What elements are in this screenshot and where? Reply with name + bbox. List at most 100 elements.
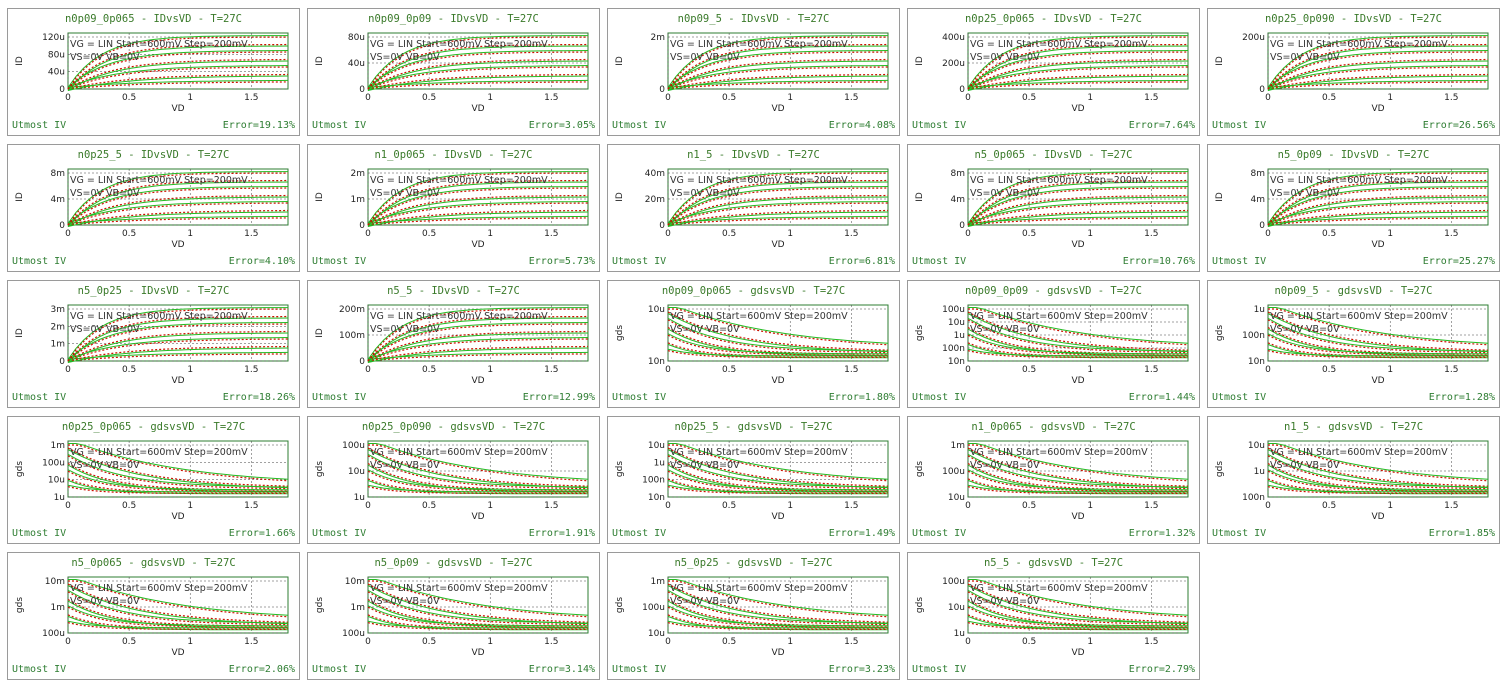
simulated-series: [1268, 444, 1489, 482]
x-tick-label: 1.5: [544, 93, 558, 103]
x-axis-label: VD: [1071, 104, 1084, 114]
error-label: Error=19.13%: [222, 120, 295, 131]
error-label: Error=25.27%: [1422, 256, 1495, 267]
x-tick-label: 1: [787, 93, 793, 103]
measured-series: [967, 201, 1189, 224]
chart-title: n0p25_0p090 - gdsvsVD - T=27C: [361, 421, 546, 433]
vg-annotation: VG = LIN Start=600mV Step=200mV: [670, 583, 848, 594]
simulated-series: [367, 486, 588, 495]
error-label: Error=2.79%: [1128, 664, 1195, 675]
simulated-series: [667, 73, 889, 90]
footer-label: Utmost IV: [612, 256, 667, 267]
footer-label: Utmost IV: [1212, 392, 1267, 403]
x-tick-label: 0: [65, 365, 71, 375]
vg-annotation: VG = LIN Start=600mV Step=200mV: [1270, 175, 1448, 186]
simulated-series: [968, 444, 1189, 482]
measured-series: [67, 181, 289, 227]
y-tick-label: 100u: [942, 467, 965, 477]
error-label: Error=1.80%: [828, 392, 895, 403]
chart-panel: n0p25_0p090 - gdsvsVD - T=27C Utmost IV Er…: [307, 416, 600, 544]
simulated-series: [1267, 202, 1489, 226]
measured-series: [367, 332, 589, 363]
y-tick-label: 100u: [42, 629, 65, 639]
x-tick-label: 0.5: [1022, 501, 1036, 511]
y-tick-label: 1m: [351, 603, 366, 613]
footer-label: Utmost IV: [912, 120, 967, 131]
measured-series: [1267, 196, 1489, 227]
vs-annotation: VS=0V VB=0V: [670, 324, 740, 335]
measured-series: [1267, 201, 1489, 224]
measured-series: [67, 79, 289, 88]
y-tick-label: 2m: [351, 169, 366, 179]
plot-area: 1u 10u 100u 1m 0 0.5 1 1.5 VD gds VG = LIN Start=6…: [15, 440, 289, 522]
simulated-series: [667, 334, 888, 356]
y-axis-label: gds: [315, 461, 325, 477]
x-tick-label: 1: [787, 637, 793, 647]
measured-series: [1267, 75, 1489, 91]
error-label: Error=2.06%: [228, 664, 295, 675]
vs-annotation: VS=0V VB=0V: [970, 596, 1040, 607]
measured-series: [967, 186, 1189, 224]
measured-series: [668, 443, 889, 480]
y-tick-label: 2m: [651, 33, 666, 43]
footer-label: Utmost IV: [1212, 256, 1267, 267]
chart-panel: n0p09_5 - IDvsVD - T=27C Utmost IV Error=4…: [607, 8, 900, 136]
chart-title: n0p09_0p09 - gdsvsVD - T=27C: [964, 285, 1142, 297]
y-tick-label: 0: [59, 85, 65, 95]
simulated-series: [667, 194, 889, 226]
y-tick-label: 10u: [948, 318, 965, 328]
x-axis-label: VD: [1071, 240, 1084, 250]
simulated-series: [67, 470, 288, 492]
vs-annotation: VS=0V VB=0V: [70, 596, 140, 607]
y-axis-label: gds: [1215, 325, 1225, 341]
plot-area: 0 200u 400u 0 0.5 1 1.5 VD ID VG = LIN Start=600m…: [915, 32, 1189, 114]
simulated-series: [967, 202, 1189, 226]
measured-series: [67, 347, 289, 363]
simulated-series: [667, 187, 889, 226]
vs-annotation: VS=0V VB=0V: [1270, 188, 1340, 199]
chart-title: n1_5 - gdsvsVD - T=27C: [1283, 421, 1424, 433]
footer-label: Utmost IV: [912, 664, 967, 675]
measured-series: [367, 605, 588, 627]
y-axis-label: gds: [615, 461, 625, 477]
simulated-series: [367, 209, 589, 226]
y-tick-label: 40u: [48, 68, 65, 78]
vg-annotation: VG = LIN Start=600mV Step=200mV: [70, 39, 248, 50]
measured-series: [1268, 307, 1489, 344]
measured-series: [367, 351, 589, 360]
simulated-series: [67, 66, 289, 90]
simulated-series: [1267, 326, 1489, 355]
vg-annotation: VG = LIN Start=600mV Step=200mV: [70, 447, 248, 458]
chart-panel: n5_0p09 - IDvsVD - T=27C Utmost IV Error=2…: [1207, 144, 1500, 272]
measured-series: [67, 484, 288, 493]
measured-series: [367, 307, 588, 360]
measured-series: [1267, 60, 1489, 91]
x-tick-label: 1.5: [844, 501, 858, 511]
simulated-series: [367, 591, 589, 626]
vs-annotation: VS=0V VB=0V: [970, 52, 1040, 63]
x-tick-label: 0.5: [1322, 501, 1336, 511]
y-tick-label: 0: [359, 85, 365, 95]
footer-label: Utmost IV: [912, 528, 967, 539]
chart-panel: n5_0p065 - gdsvsVD - T=27C Utmost IV Error…: [7, 552, 300, 680]
y-tick-label: 100n: [942, 344, 965, 354]
simulated-series: [967, 455, 1189, 490]
simulated-series: [967, 311, 1189, 351]
error-label: Error=1.91%: [528, 528, 595, 539]
simulated-series: [667, 179, 889, 226]
x-axis-label: VD: [471, 104, 484, 114]
measured-series: [967, 211, 1189, 227]
chart-title: n1_0p065 - gdsvsVD - T=27C: [971, 421, 1136, 433]
measured-series: [967, 620, 1188, 629]
simulated-series: [1267, 58, 1489, 90]
simulated-series: [367, 598, 589, 627]
y-tick-label: 100n: [642, 476, 665, 486]
chart-panel: n0p09_0p09 - IDvsVD - T=27C Utmost IV Erro…: [307, 8, 600, 136]
x-tick-label: 0: [665, 637, 671, 647]
x-tick-label: 0.5: [422, 93, 436, 103]
x-tick-label: 0.5: [422, 637, 436, 647]
chart-panel: n5_0p065 - IDvsVD - T=27C Utmost IV Error=…: [907, 144, 1200, 272]
chart-panel: n5_0p09 - gdsvsVD - T=27C Utmost IV Error=…: [307, 552, 600, 680]
x-tick-label: 1.5: [244, 637, 258, 647]
chart-title: n5_0p09 - IDvsVD - T=27C: [1277, 149, 1430, 161]
